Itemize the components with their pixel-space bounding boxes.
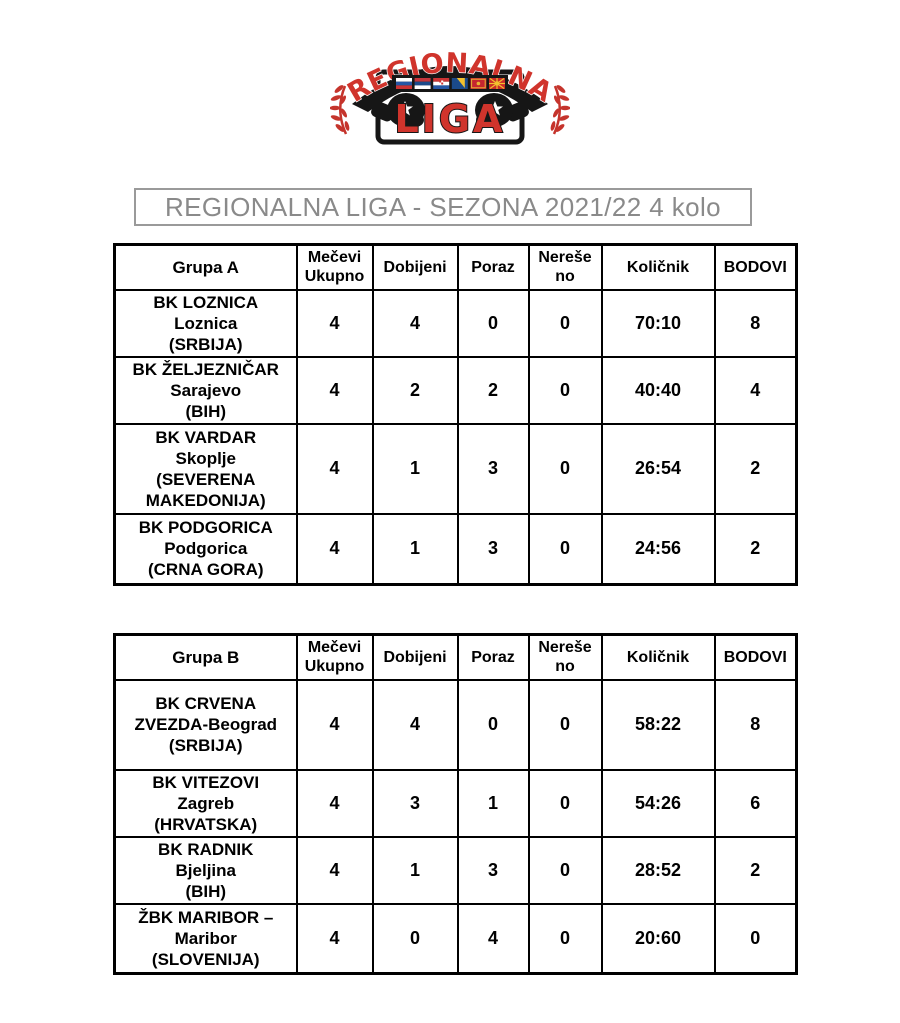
stat-ratio: 70:10 — [600, 288, 716, 358]
group-b-label: Grupa B — [113, 633, 298, 681]
stat-matches: 4 — [295, 288, 374, 358]
stat-draw: 0 — [527, 678, 603, 771]
stat-draw: 0 — [527, 422, 603, 515]
header-won: Dobijeni — [371, 633, 459, 681]
stat-won: 1 — [371, 422, 459, 515]
header-lost: Poraz — [456, 243, 530, 291]
group-b-table: Grupa B Mečevi Ukupno Dobijeni Poraz Ner… — [113, 633, 798, 975]
stat-draw: 0 — [527, 835, 603, 905]
laurel-right-icon — [548, 82, 572, 136]
stat-lost: 1 — [456, 768, 530, 838]
team-cell: BK VARDAR Skoplje (SEVERENA MAKEDONIJA) — [113, 422, 298, 515]
table-row: BK RADNIK Bjeljina (BIH) 4 1 3 0 28:52 2 — [113, 835, 798, 905]
stat-points: 6 — [713, 768, 798, 838]
stat-ratio: 28:52 — [600, 835, 716, 905]
table-row: BK ŽELJEZNIČAR Sarajevo (BIH) 4 2 2 0 40… — [113, 355, 798, 425]
team-cell: BK VITEZOVI Zagreb (HRVATSKA) — [113, 768, 298, 838]
table-row: BK VITEZOVI Zagreb (HRVATSKA) 4 3 1 0 54… — [113, 768, 798, 838]
header-ratio: Količnik — [600, 633, 716, 681]
stat-ratio: 40:40 — [600, 355, 716, 425]
season-banner: REGIONALNA LIGA - SEZONA 2021/22 4 kolo — [134, 188, 752, 226]
stat-won: 1 — [371, 512, 459, 586]
macedonia-flag-icon — [489, 78, 505, 89]
table-header-row: Grupa A Mečevi Ukupno Dobijeni Poraz Ner… — [113, 243, 798, 291]
table-row: BK PODGORICA Podgorica (CRNA GORA) 4 1 3… — [113, 512, 798, 586]
league-logo: REGIONALNA — [328, 14, 572, 150]
season-banner-text: REGIONALNA LIGA - SEZONA 2021/22 4 kolo — [164, 191, 722, 222]
stat-ratio: 54:26 — [600, 768, 716, 838]
stat-lost: 3 — [456, 512, 530, 586]
group-a-label: Grupa A — [113, 243, 298, 291]
stat-won: 0 — [371, 902, 459, 975]
table-row: BK CRVENA ZVEZDA-Beograd (SRBIJA) 4 4 0 … — [113, 678, 798, 771]
team-cell: BK ŽELJEZNIČAR Sarajevo (BIH) — [113, 355, 298, 425]
stat-won: 4 — [371, 678, 459, 771]
team-cell: BK PODGORICA Podgorica (CRNA GORA) — [113, 512, 298, 586]
stat-draw: 0 — [527, 902, 603, 975]
stat-points: 2 — [713, 422, 798, 515]
stat-matches: 4 — [295, 768, 374, 838]
stat-ratio: 20:60 — [600, 902, 716, 975]
stat-points: 8 — [713, 288, 798, 358]
stat-ratio: 58:22 — [600, 678, 716, 771]
stat-lost: 2 — [456, 355, 530, 425]
team-cell: BK RADNIK Bjeljina (BIH) — [113, 835, 298, 905]
header-draw: Nereše no — [527, 243, 603, 291]
flag-strip — [392, 75, 508, 92]
stat-draw: 0 — [527, 768, 603, 838]
header-ratio: Količnik — [600, 243, 716, 291]
stat-draw: 0 — [527, 512, 603, 586]
stat-matches: 4 — [295, 902, 374, 975]
header-lost: Poraz — [456, 633, 530, 681]
stat-matches: 4 — [295, 422, 374, 515]
stat-matches: 4 — [295, 512, 374, 586]
stat-points: 0 — [713, 902, 798, 975]
logo-word-liga: LIGA — [395, 97, 506, 141]
stat-ratio: 26:54 — [600, 422, 716, 515]
table-row: BK VARDAR Skoplje (SEVERENA MAKEDONIJA) … — [113, 422, 798, 515]
bosnia-flag-icon — [451, 78, 468, 89]
league-logo-graphic: REGIONALNA — [328, 47, 572, 145]
header-points: BODOVI — [713, 243, 798, 291]
team-cell: ŽBK MARIBOR – Maribor (SLOVENIJA) — [113, 902, 298, 975]
group-a-table: Grupa A Mečevi Ukupno Dobijeni Poraz Ner… — [113, 243, 798, 586]
slovenia-flag-icon — [396, 78, 412, 89]
stat-won: 3 — [371, 768, 459, 838]
montenegro-flag-icon — [470, 78, 487, 89]
stat-lost: 4 — [456, 902, 530, 975]
stat-lost: 3 — [456, 835, 530, 905]
serbia-flag-icon — [414, 78, 431, 89]
stat-matches: 4 — [295, 355, 374, 425]
stat-won: 1 — [371, 835, 459, 905]
stat-draw: 0 — [527, 355, 603, 425]
header-matches: Mečevi Ukupno — [295, 633, 374, 681]
stat-matches: 4 — [295, 678, 374, 771]
table-row: ŽBK MARIBOR – Maribor (SLOVENIJA) 4 0 4 … — [113, 902, 798, 975]
header-draw: Nereše no — [527, 633, 603, 681]
stat-lost: 3 — [456, 422, 530, 515]
stat-ratio: 24:56 — [600, 512, 716, 586]
stat-matches: 4 — [295, 835, 374, 905]
header-points: BODOVI — [713, 633, 798, 681]
team-cell: BK LOZNICA Loznica (SRBIJA) — [113, 288, 298, 358]
stat-points: 4 — [713, 355, 798, 425]
stat-points: 2 — [713, 835, 798, 905]
stat-draw: 0 — [527, 288, 603, 358]
stat-lost: 0 — [456, 288, 530, 358]
stat-points: 2 — [713, 512, 798, 586]
table-row: BK LOZNICA Loznica (SRBIJA) 4 4 0 0 70:1… — [113, 288, 798, 358]
header-won: Dobijeni — [371, 243, 459, 291]
stat-won: 2 — [371, 355, 459, 425]
croatia-flag-icon — [433, 78, 450, 89]
header-matches: Mečevi Ukupno — [295, 243, 374, 291]
stat-won: 4 — [371, 288, 459, 358]
stat-lost: 0 — [456, 678, 530, 771]
laurel-left-icon — [328, 82, 352, 136]
stat-points: 8 — [713, 678, 798, 771]
table-header-row: Grupa B Mečevi Ukupno Dobijeni Poraz Ner… — [113, 633, 798, 681]
team-cell: BK CRVENA ZVEZDA-Beograd (SRBIJA) — [113, 678, 298, 771]
